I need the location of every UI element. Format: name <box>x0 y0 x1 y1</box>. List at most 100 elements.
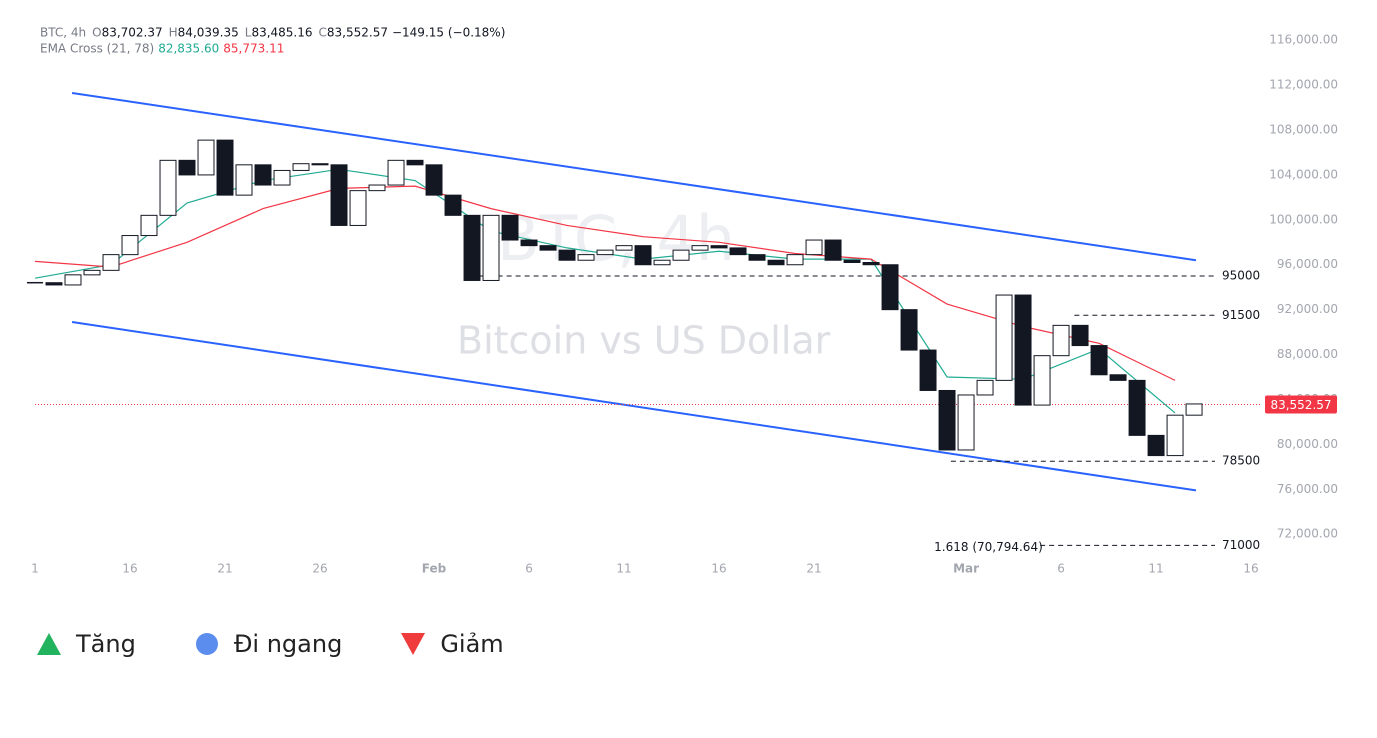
signal-label: Đi ngang <box>233 630 343 658</box>
ohlc-value: 83,485.16 <box>251 26 312 40</box>
candle <box>919 349 937 391</box>
candle <box>121 235 139 256</box>
x-tick-label: 21 <box>806 562 821 576</box>
y-tick-label: 96,000.00 <box>1277 257 1338 271</box>
y-tick-label: 88,000.00 <box>1277 347 1338 361</box>
candle <box>786 254 804 266</box>
candle <box>235 164 253 196</box>
candle <box>843 259 861 263</box>
ema-line <box>34 185 1176 381</box>
candle <box>292 163 310 171</box>
level-label: 91500 <box>1222 308 1260 322</box>
level-note: 1.618 (70,794.64) <box>934 540 1043 554</box>
ohlc-key: C <box>319 26 327 40</box>
channel-line <box>71 91 1197 262</box>
x-tick-label: 26 <box>312 562 327 576</box>
signal-item: Đi ngang <box>194 630 343 658</box>
candle <box>938 389 956 451</box>
change: −149.15 (−0.18%) <box>392 26 505 40</box>
candle <box>577 254 595 261</box>
watermark-name: Bitcoin vs US Dollar <box>457 319 831 363</box>
ohlc-value: 84,039.35 <box>178 26 239 40</box>
candle <box>558 249 576 261</box>
signal-item: Giảm <box>400 630 504 658</box>
candle <box>254 164 272 186</box>
x-tick-label: 6 <box>525 562 533 576</box>
last-price-label: 83,552.57 <box>1270 398 1331 412</box>
ohlc-key: H <box>169 26 178 40</box>
level-label: 71000 <box>1222 538 1260 552</box>
signal-item: Tăng <box>36 630 136 658</box>
signal-label: Giảm <box>440 630 504 658</box>
last-price-box <box>1265 395 1337 414</box>
candle <box>463 214 481 281</box>
x-tick-label: 16 <box>1243 562 1258 576</box>
candle <box>957 394 975 451</box>
candle <box>824 239 842 261</box>
signal-icon <box>37 633 61 655</box>
channel-line <box>71 321 1197 492</box>
candle <box>406 159 424 166</box>
x-tick-label: 16 <box>711 562 726 576</box>
signal-label: Tăng <box>76 630 136 658</box>
candle <box>102 254 120 271</box>
x-tick-label: 21 <box>217 562 232 576</box>
ohlc-key: O <box>92 26 101 40</box>
y-tick-label: 104,000.00 <box>1269 167 1338 181</box>
level-label: 95000 <box>1222 268 1260 282</box>
candle <box>1147 434 1165 457</box>
indicator-value: 85,773.11 <box>223 42 284 56</box>
candle <box>140 214 158 237</box>
y-tick-label: 76,000.00 <box>1277 482 1338 496</box>
y-tick-label: 80,000.00 <box>1277 437 1338 451</box>
candle <box>216 139 234 196</box>
y-tick-label: 108,000.00 <box>1269 123 1338 137</box>
y-tick-label: 72,000.00 <box>1277 527 1338 541</box>
candle <box>729 247 747 256</box>
candle <box>672 249 690 261</box>
candle <box>995 294 1013 381</box>
y-tick-label: 100,000.00 <box>1269 212 1338 226</box>
x-tick-label: 1 <box>31 562 39 576</box>
x-tick-label: 6 <box>1057 562 1065 576</box>
candle <box>482 214 500 281</box>
candle <box>64 274 82 286</box>
candle <box>1166 414 1184 457</box>
candle <box>311 163 329 166</box>
ohlc-key: L <box>245 26 252 40</box>
candle <box>1033 355 1051 406</box>
chart: BTC, 4h Bitcoin vs US Dollar BTC, 4h O 83,… <box>27 26 1338 576</box>
level-label: 78500 <box>1222 454 1260 468</box>
candle <box>1185 403 1203 416</box>
candle <box>1109 374 1127 381</box>
candle <box>1128 379 1146 436</box>
candle <box>881 264 899 311</box>
candle <box>45 282 63 286</box>
candle <box>805 239 823 256</box>
candle <box>710 245 728 249</box>
candle <box>330 164 348 226</box>
candle <box>444 194 462 216</box>
x-tick-label: Feb <box>422 562 447 576</box>
candle <box>1071 324 1089 347</box>
x-tick-label: 11 <box>1148 562 1163 576</box>
candle <box>520 239 538 247</box>
x-tick-label: 16 <box>122 562 137 576</box>
candle <box>349 190 367 226</box>
candle <box>748 254 766 261</box>
candle <box>368 184 386 192</box>
x-tick-label: Mar <box>953 562 979 576</box>
candle <box>862 261 880 266</box>
candle <box>83 269 101 276</box>
candle <box>387 159 405 186</box>
indicator-value: 82,835.60 <box>158 42 219 56</box>
candle <box>1090 345 1108 376</box>
candle <box>767 259 785 266</box>
ohlc-value: 83,552.57 <box>327 26 388 40</box>
symbol: BTC, 4h <box>40 26 86 40</box>
candle <box>501 214 519 241</box>
candle <box>539 245 557 251</box>
candle <box>615 245 633 251</box>
candle <box>159 159 177 216</box>
